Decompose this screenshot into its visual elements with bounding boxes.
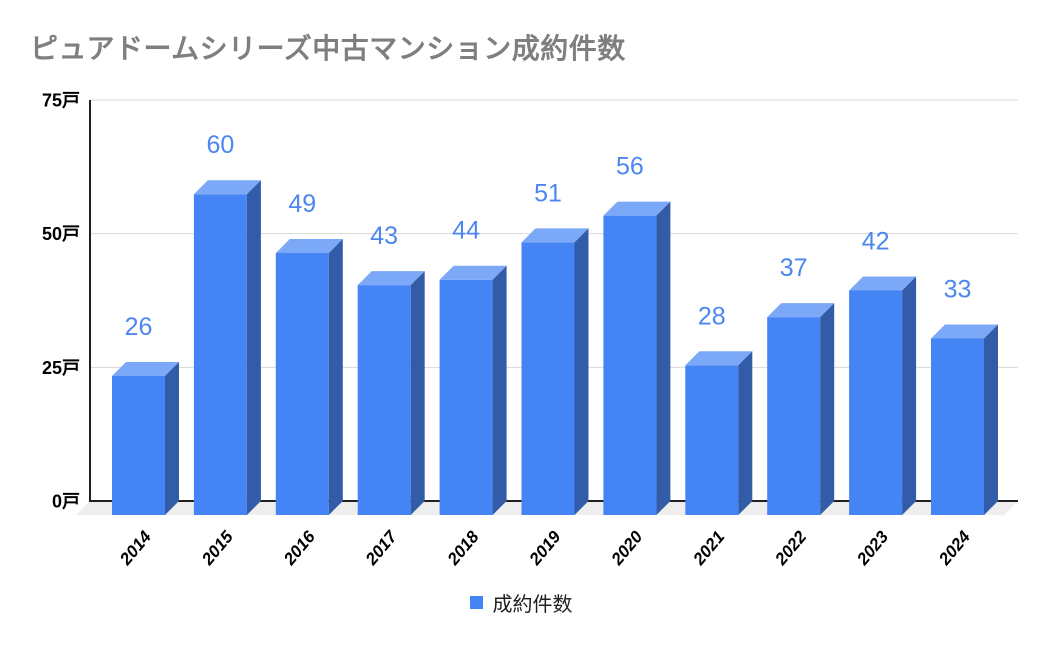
bar-front-face xyxy=(685,365,739,515)
bar-top-face xyxy=(685,351,753,366)
bar-2023[interactable] xyxy=(849,276,917,515)
bar-2020[interactable] xyxy=(603,201,671,515)
bar-2016[interactable] xyxy=(275,239,343,515)
bar-top-face xyxy=(767,303,835,318)
value-label-2023: 42 xyxy=(862,227,890,255)
legend-swatch-icon xyxy=(469,596,483,609)
chart-title: ピュアドームシリーズ中古マンション成約件数 xyxy=(30,33,626,64)
value-label-2017: 43 xyxy=(370,222,398,250)
bar-side-face xyxy=(246,180,261,515)
bar-side-face xyxy=(738,351,753,515)
bar-top-face xyxy=(849,276,917,291)
bar-side-face xyxy=(820,303,835,515)
bar-front-face xyxy=(849,290,903,515)
bar-side-face xyxy=(165,361,179,515)
bar-side-face xyxy=(492,265,507,515)
x-axis-label-2020: 2020 xyxy=(607,527,647,569)
value-label-2015: 60 xyxy=(206,131,234,159)
bar-top-face xyxy=(193,180,261,195)
bar-front-face xyxy=(357,285,411,515)
bar-front-face xyxy=(603,215,657,515)
bar-top-face xyxy=(439,265,507,280)
x-axis-label-2019: 2019 xyxy=(525,527,565,569)
value-label-2018: 44 xyxy=(452,217,480,245)
value-label-2022: 37 xyxy=(780,254,808,282)
bar-2021[interactable] xyxy=(685,351,753,515)
value-label-2024: 33 xyxy=(944,276,972,304)
bar-front-face xyxy=(275,253,329,515)
bar-front-face xyxy=(112,375,165,515)
bar-front-face xyxy=(931,338,984,515)
x-axis-label-2015: 2015 xyxy=(197,527,237,569)
bar-side-face xyxy=(984,324,998,515)
x-axis-label-2014: 2014 xyxy=(116,527,156,569)
x-axis-label-2016: 2016 xyxy=(279,527,319,569)
bar-2022[interactable] xyxy=(767,303,835,515)
bar-side-face xyxy=(902,276,917,515)
bar-2019[interactable] xyxy=(521,228,589,515)
x-axis-label-2022: 2022 xyxy=(771,527,811,569)
bar-2018[interactable] xyxy=(439,265,507,515)
bar-side-face xyxy=(656,201,671,515)
value-label-2019: 51 xyxy=(534,179,562,207)
y-tick-label: 75戸 xyxy=(42,91,80,111)
bar-2015[interactable] xyxy=(193,180,261,515)
bar-top-face xyxy=(112,361,179,376)
bar-2024[interactable] xyxy=(931,324,998,515)
y-tick-label: 25戸 xyxy=(42,358,80,378)
value-label-2014: 26 xyxy=(125,313,153,341)
x-axis-label-2021: 2021 xyxy=(689,527,729,569)
bar-front-face xyxy=(767,317,821,515)
bar-top-face xyxy=(603,201,671,216)
value-label-2020: 56 xyxy=(616,153,644,181)
legend[interactable]: 成約件数 xyxy=(0,588,1042,617)
bar-side-face xyxy=(328,239,343,515)
bar-front-face xyxy=(521,242,575,515)
bar-front-face xyxy=(439,279,493,515)
y-tick-label: 50戸 xyxy=(42,224,80,244)
legend-label: 成約件数 xyxy=(492,594,573,616)
bar-top-face xyxy=(275,239,343,254)
x-axis-label-2023: 2023 xyxy=(853,527,893,569)
y-tick-label: 0戸 xyxy=(52,492,80,512)
bar-top-face xyxy=(931,324,998,339)
bar-2017[interactable] xyxy=(357,271,425,515)
x-axis-label-2018: 2018 xyxy=(443,527,483,569)
bar-side-face xyxy=(574,228,589,515)
value-label-2021: 28 xyxy=(698,302,726,330)
bar-side-face xyxy=(410,271,425,515)
value-label-2016: 49 xyxy=(288,190,316,218)
bar-top-face xyxy=(521,228,589,243)
bar-top-face xyxy=(357,271,425,286)
x-axis-label-2017: 2017 xyxy=(361,526,402,569)
x-axis-label-2024: 2024 xyxy=(935,527,975,569)
bar-2014[interactable] xyxy=(112,361,179,515)
bar-front-face xyxy=(193,194,247,515)
